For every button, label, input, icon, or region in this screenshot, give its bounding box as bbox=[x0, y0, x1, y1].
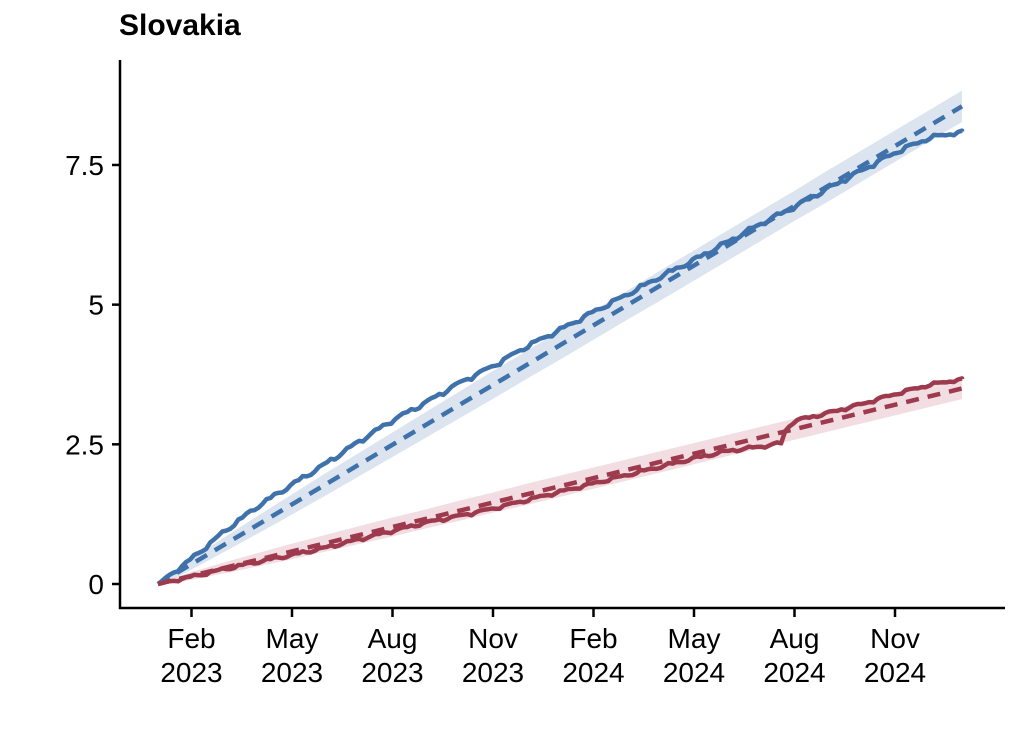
x-tick-label-month: Nov bbox=[870, 623, 920, 654]
x-tick-label-month: May bbox=[668, 623, 721, 654]
x-tick-label-month: Feb bbox=[167, 623, 215, 654]
x-tick-label-month: Aug bbox=[368, 623, 418, 654]
x-tick-label-year: 2023 bbox=[160, 657, 222, 688]
x-tick-label-year: 2023 bbox=[361, 657, 423, 688]
x-tick-label-year: 2024 bbox=[763, 657, 825, 688]
x-tick-label-year: 2023 bbox=[462, 657, 524, 688]
series-blue-solid-observed bbox=[156, 128, 965, 586]
blue-confidence-band bbox=[158, 90, 962, 587]
x-tick-label-month: May bbox=[266, 623, 319, 654]
x-tick-label-year: 2024 bbox=[864, 657, 926, 688]
y-tick-label: 7.5 bbox=[65, 150, 104, 181]
x-tick-label-year: 2024 bbox=[663, 657, 725, 688]
x-tick-label-month: Aug bbox=[770, 623, 820, 654]
series-red-dashed-trend bbox=[157, 386, 963, 587]
x-tick-label-month: Feb bbox=[569, 623, 617, 654]
series-red-solid-observed bbox=[157, 376, 965, 587]
x-tick-label-year: 2023 bbox=[261, 657, 323, 688]
chart-title: Slovakia bbox=[119, 9, 241, 42]
x-tick-label-year: 2024 bbox=[562, 657, 624, 688]
y-tick-label: 0 bbox=[88, 569, 104, 600]
axis-lines bbox=[118, 60, 1005, 610]
x-tick-label-month: Nov bbox=[468, 623, 518, 654]
series-blue-dashed-trend bbox=[156, 104, 964, 586]
y-tick-label: 5 bbox=[88, 290, 104, 321]
y-tick-label: 2.5 bbox=[65, 429, 104, 460]
